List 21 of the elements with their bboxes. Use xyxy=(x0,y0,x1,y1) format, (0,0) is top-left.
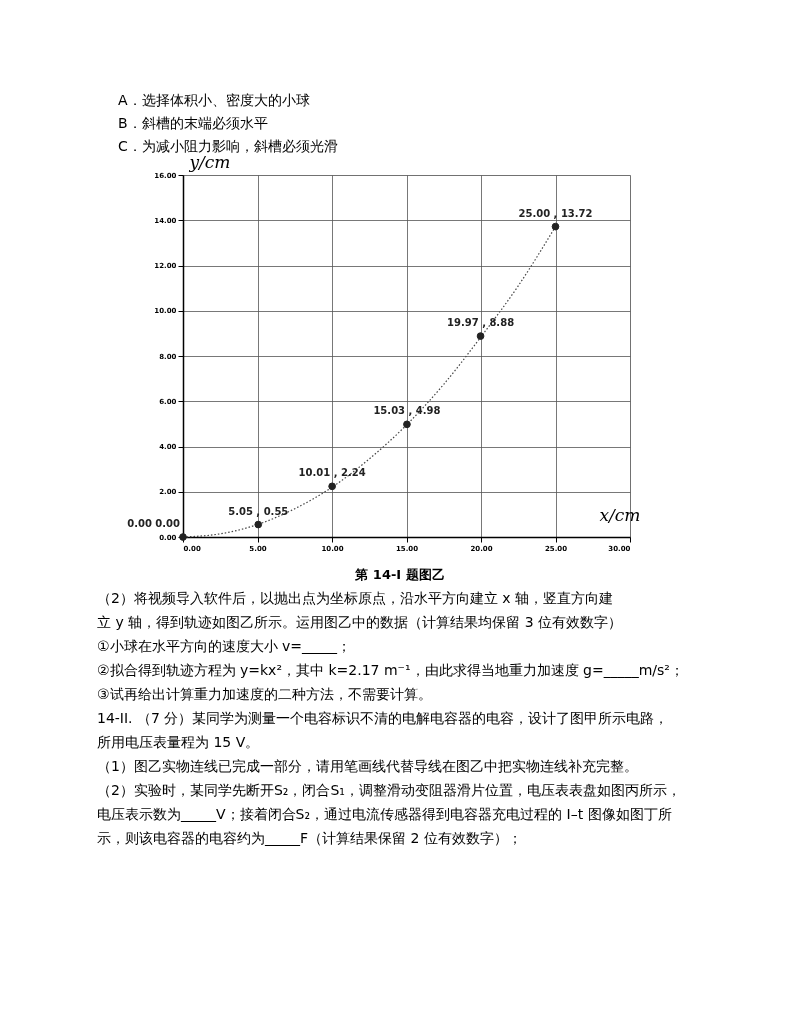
text: （2）将视频导入软件后，以抛出点为坐标原点，沿水平方向建立 x 轴，竖直方向建 xyxy=(97,590,614,606)
text: 电压表示数为_____V；接着闭合S₂，通过电流传感器得到电容器充电过程的 I–t 图像如图丁所 xyxy=(97,806,672,822)
text: 立 y 轴，得到轨迹如图乙所示。运用图乙中的数据（计算结果均保留 3 位有效数字） xyxy=(97,614,622,630)
text: （2）实验时，某同学先断开S₂，闭合S₁，调整滑动变阻器滑片位置，电压表表盘如图丙所示， xyxy=(97,782,681,798)
text: A．选择体积小、密度大的小球 xyxy=(118,92,310,108)
text: B．斜槽的末端必须水平 xyxy=(118,115,268,131)
annotation: 5.05 , 0.55 xyxy=(228,505,289,517)
text: ①小球在水平方向的速度大小 v=_____； xyxy=(97,638,352,654)
annotation: 10.01 , 2.24 xyxy=(298,467,366,479)
annotation: 0.00 0.00 xyxy=(127,518,181,529)
text: （1）图乙实物连线已完成一部分，请用笔画线代替导线在图乙中把实物连线补充完整。 xyxy=(97,758,638,774)
text: 第 14-I 题图乙 xyxy=(354,567,445,582)
annotation: 25.00 , 13.72 xyxy=(518,207,593,219)
text: 所用电压表量程为 15 V。 xyxy=(97,734,260,750)
text: 示，则该电容器的电容约为_____F（计算结果保留 2 位有效数字）； xyxy=(97,830,522,846)
text: 14-II. （7 分）某同学为测量一个电容标识不清的电解电容器的电容，设计了图甲所示电路， xyxy=(97,710,669,726)
text: C．为减小阻力影响，斜槽必须光滑 xyxy=(118,138,338,154)
annotation: 15.03 , 4.98 xyxy=(373,405,441,417)
annotation: 19.97 , 8.88 xyxy=(447,317,515,329)
text: ③试再给出计算重力加速度的二种方法，不需要计算。 xyxy=(97,686,432,702)
text: ②拟合得到轨迹方程为 y=kx²，其中 k=2.17 m⁻¹，由此求得当地重力加速度 g=_____m/s²； xyxy=(97,662,684,678)
